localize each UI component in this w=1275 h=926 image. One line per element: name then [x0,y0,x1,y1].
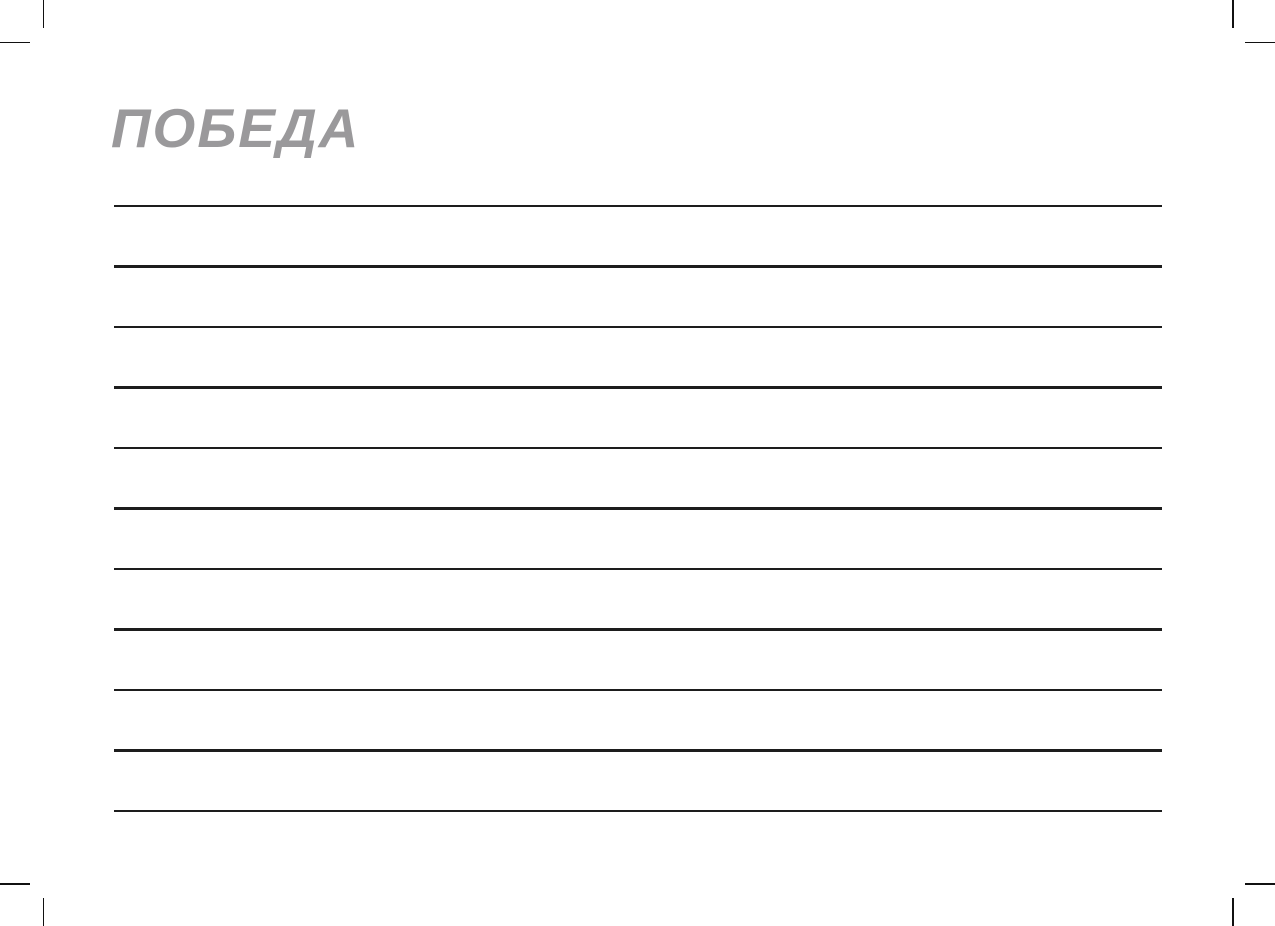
ruled-line [114,749,1162,752]
crop-mark-top-right-vertical [1232,0,1234,28]
ruled-line [114,809,1162,813]
ruled-line [114,386,1162,389]
ruled-line [114,507,1162,510]
crop-mark-bottom-right-horizontal [1245,883,1275,885]
crop-mark-bottom-left-horizontal [0,883,30,885]
crop-mark-top-right-horizontal [1245,41,1275,43]
ruled-line [114,446,1162,450]
crop-mark-top-left-horizontal [0,41,30,43]
crop-mark-bottom-left-vertical [42,898,44,926]
crop-mark-bottom-right-vertical [1232,898,1234,926]
ruled-line [114,628,1162,631]
ruled-line [114,204,1162,207]
ruled-line [114,688,1162,692]
ruled-line [114,567,1162,571]
ruled-line [114,325,1162,329]
crop-mark-top-left-vertical [42,0,44,28]
ruled-lines [114,204,1162,813]
ruled-line [114,265,1162,268]
brand-logo: ПОБЕДА [111,97,361,159]
